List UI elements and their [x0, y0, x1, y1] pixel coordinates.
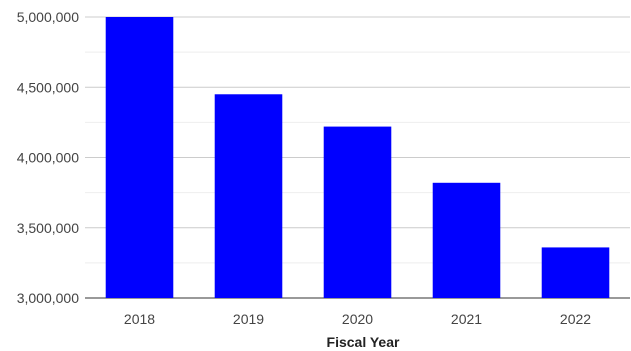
x-axis-ticks: 2018 2019 2020 2021 2022	[124, 311, 591, 327]
x-tick-label: 2021	[451, 311, 482, 327]
x-tick-label: 2018	[124, 311, 155, 327]
bar-2020[interactable]	[323, 126, 392, 298]
bar-2019[interactable]	[214, 94, 283, 299]
y-tick-label: 4,000,000	[17, 150, 79, 166]
x-tick-label: 2022	[560, 311, 591, 327]
bar-2018[interactable]	[105, 17, 174, 298]
y-tick-label: 4,500,000	[17, 79, 79, 95]
bar-2021[interactable]	[432, 182, 501, 298]
x-axis-title: Fiscal Year	[327, 334, 400, 350]
y-tick-label: 5,000,000	[17, 9, 79, 25]
y-tick-label: 3,000,000	[17, 290, 79, 306]
x-tick-label: 2020	[342, 311, 373, 327]
x-tick-label: 2019	[233, 311, 264, 327]
y-tick-label: 3,500,000	[17, 220, 79, 236]
bar-2022[interactable]	[541, 247, 610, 298]
bars	[105, 17, 610, 299]
y-axis-ticks: 3,000,000 3,500,000 4,000,000 4,500,000 5,00…	[17, 9, 79, 306]
